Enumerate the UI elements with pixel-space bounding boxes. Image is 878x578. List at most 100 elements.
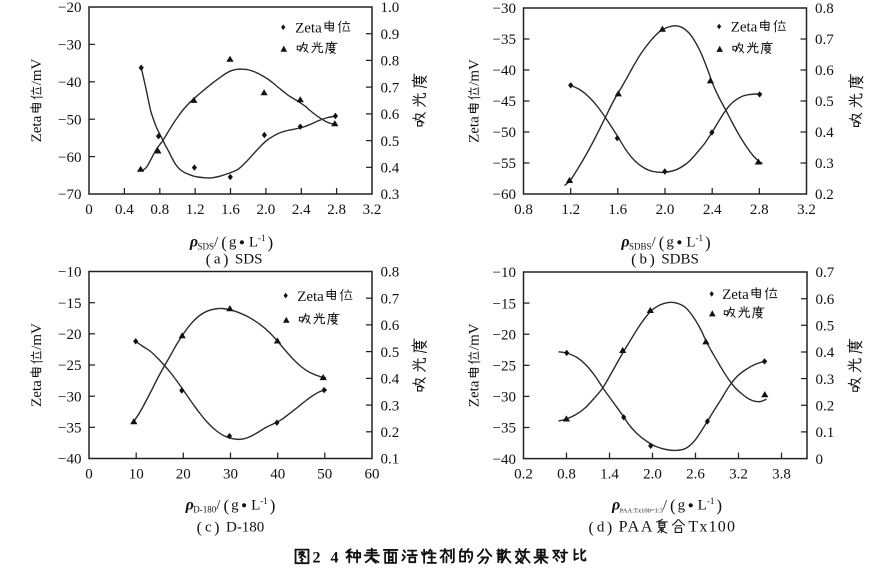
svg-text:): ) <box>223 252 228 269</box>
svg-text:Tx100: Tx100 <box>688 519 736 536</box>
svg-text:1.0: 1.0 <box>381 0 400 16</box>
svg-text:0.3: 0.3 <box>381 398 400 414</box>
svg-text:g: g <box>666 235 674 251</box>
svg-text:0.8: 0.8 <box>514 202 533 218</box>
svg-text:(: ( <box>197 520 202 537</box>
svg-text:Zeta: Zeta <box>467 380 483 407</box>
svg-text:(: ( <box>589 520 594 537</box>
svg-text:0: 0 <box>85 467 93 483</box>
svg-text:(: ( <box>223 496 229 515</box>
svg-text:−20: −20 <box>58 327 81 343</box>
svg-text:0.8: 0.8 <box>557 467 576 483</box>
svg-text:/mV: /mV <box>467 59 483 86</box>
svg-text:L: L <box>686 235 695 251</box>
svg-text:1.4: 1.4 <box>600 467 619 483</box>
svg-text:Zeta: Zeta <box>467 116 483 143</box>
svg-text:-1: -1 <box>696 233 704 243</box>
svg-text:−35: −35 <box>58 421 81 437</box>
svg-text:PAA: PAA <box>619 519 654 536</box>
svg-text:0: 0 <box>85 202 93 218</box>
svg-text:-1: -1 <box>707 496 715 506</box>
svg-text:L: L <box>251 498 260 514</box>
svg-text:0.8: 0.8 <box>381 265 400 281</box>
svg-text:−40: −40 <box>493 63 516 79</box>
svg-text:0.8: 0.8 <box>150 202 169 218</box>
svg-text:1.2: 1.2 <box>561 202 580 218</box>
svg-text:2.0: 2.0 <box>656 202 675 218</box>
svg-text:0.5: 0.5 <box>816 319 835 335</box>
svg-text:−20: −20 <box>58 0 81 16</box>
svg-text:ρ: ρ <box>620 234 629 251</box>
svg-text:/mV: /mV <box>29 58 45 85</box>
svg-text:1.6: 1.6 <box>608 202 627 218</box>
svg-text:-1: -1 <box>260 496 268 506</box>
svg-text:0.4: 0.4 <box>816 345 835 361</box>
svg-text:3.2: 3.2 <box>729 467 748 483</box>
svg-text:−40: −40 <box>58 452 81 468</box>
svg-text:2.4: 2.4 <box>703 202 722 218</box>
svg-text:SDS: SDS <box>235 252 263 268</box>
svg-text:0.8: 0.8 <box>381 54 400 70</box>
svg-text:−50: −50 <box>58 112 81 128</box>
svg-text:ρ: ρ <box>185 497 194 514</box>
svg-text:a: a <box>214 252 221 268</box>
svg-text:3.2: 3.2 <box>363 202 382 218</box>
svg-text:0.5: 0.5 <box>815 94 834 110</box>
svg-text:0.8: 0.8 <box>815 1 834 17</box>
svg-text:−70: −70 <box>58 187 81 203</box>
svg-text:b: b <box>639 252 647 268</box>
svg-text:−45: −45 <box>493 94 516 110</box>
svg-text:2.8: 2.8 <box>327 202 346 218</box>
svg-text:0.4: 0.4 <box>815 125 834 141</box>
svg-text:1.6: 1.6 <box>221 202 240 218</box>
svg-text:−55: −55 <box>493 156 516 172</box>
svg-text:2.0: 2.0 <box>257 202 276 218</box>
svg-text:−40: −40 <box>58 75 81 91</box>
svg-text:0.3: 0.3 <box>815 156 834 172</box>
svg-text:): ) <box>607 520 612 537</box>
svg-text:SDBS: SDBS <box>629 242 652 252</box>
svg-text:0.9: 0.9 <box>381 27 400 43</box>
svg-text:0.2: 0.2 <box>816 399 835 415</box>
svg-text:SDS: SDS <box>198 242 215 252</box>
svg-text:3.8: 3.8 <box>772 467 791 483</box>
svg-text:0.2: 0.2 <box>815 187 834 203</box>
svg-text:0.3: 0.3 <box>816 372 835 388</box>
svg-text:0.6: 0.6 <box>381 107 400 123</box>
svg-text:50: 50 <box>317 467 332 483</box>
svg-text:0.6: 0.6 <box>816 292 835 308</box>
svg-text:L: L <box>249 235 258 251</box>
svg-text:Zeta: Zeta <box>722 287 749 303</box>
svg-text:/: / <box>216 498 221 514</box>
svg-text:0.1: 0.1 <box>816 425 835 441</box>
svg-text:−15: −15 <box>493 296 516 312</box>
svg-text:2.6: 2.6 <box>686 467 705 483</box>
svg-text:/mV: /mV <box>29 323 45 350</box>
svg-text:): ) <box>649 252 654 269</box>
svg-text:d: d <box>597 520 605 536</box>
svg-text:/: / <box>214 235 219 251</box>
svg-text:(: ( <box>206 252 211 269</box>
svg-text:Zeta: Zeta <box>297 289 324 305</box>
svg-text:2: 2 <box>313 550 321 567</box>
svg-text:g: g <box>231 498 239 514</box>
svg-text:): ) <box>268 233 274 252</box>
svg-text:0.4: 0.4 <box>381 372 400 388</box>
svg-text:−30: −30 <box>493 1 516 17</box>
svg-text:10: 10 <box>129 467 144 483</box>
svg-text:L: L <box>698 498 707 514</box>
svg-text:0.1: 0.1 <box>381 452 400 468</box>
svg-text:g: g <box>678 498 686 514</box>
svg-text:1.2: 1.2 <box>186 202 205 218</box>
svg-text:−25: −25 <box>58 358 81 374</box>
svg-text:/: / <box>663 498 668 514</box>
svg-text:(: ( <box>670 496 676 515</box>
svg-text:Zeta: Zeta <box>731 20 758 36</box>
svg-text:0.7: 0.7 <box>381 80 400 96</box>
svg-text:0.5: 0.5 <box>381 345 400 361</box>
svg-text:D-180: D-180 <box>226 520 264 536</box>
svg-text:−35: −35 <box>493 32 516 48</box>
svg-text:40: 40 <box>270 467 285 483</box>
svg-text:ρ: ρ <box>189 234 198 251</box>
svg-text:−60: −60 <box>58 150 81 166</box>
